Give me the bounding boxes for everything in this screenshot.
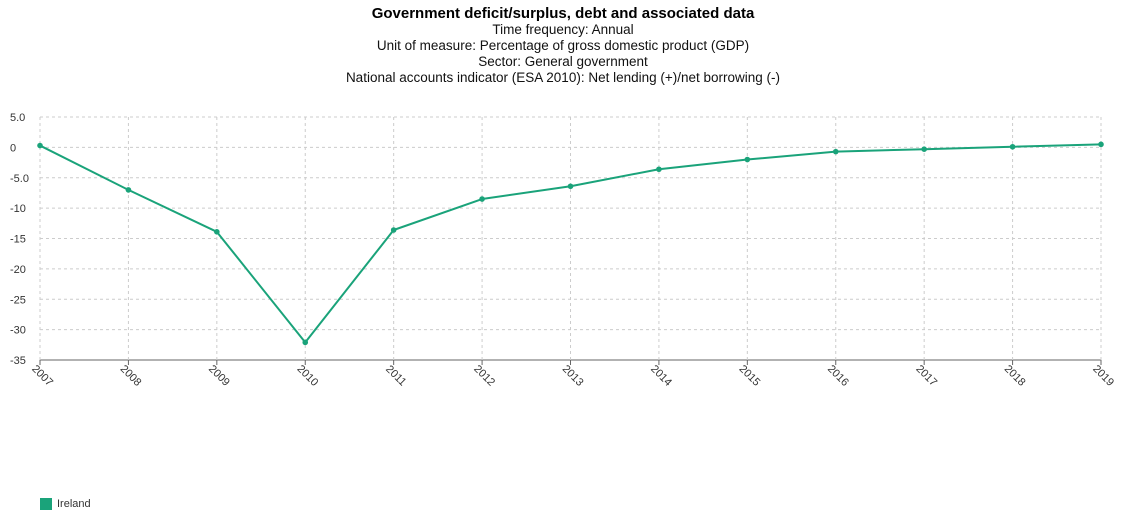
legend-swatch-ireland [40,498,52,510]
unit-of-measure-line: Unit of measure: Percentage of gross dom… [376,38,750,53]
data-point [214,229,220,235]
x-tick-label: 2017 [913,363,939,389]
x-tick-label: 2007 [29,363,55,389]
x-tick-label: 2009 [206,363,232,389]
x-tick-label: 2013 [560,363,586,389]
data-point [832,148,839,155]
chart-legend[interactable]: Ireland [40,498,91,510]
x-tick-label: 2008 [118,363,144,389]
y-tick-label: -20 [10,264,26,276]
data-point [567,183,574,190]
x-tick-label: 2014 [648,363,674,389]
y-tick-label: -25 [10,294,26,306]
chart-header: Government deficit/surplus, debt and ass… [0,0,1126,86]
y-tick-label: -35 [10,355,26,367]
data-point [1009,143,1016,150]
data-point [744,156,751,163]
x-tick-label: 2012 [471,363,497,389]
data-point [479,196,485,202]
data-point [302,339,309,346]
x-tick-label: 2016 [825,363,851,389]
sector-line: Sector: General government [478,54,648,69]
x-tick-label: 2015 [737,363,763,389]
x-tick-label: 2018 [1002,363,1028,389]
data-point [921,146,927,152]
x-tick-label: 2019 [1090,363,1116,389]
data-point [656,166,662,173]
y-tick-label: -5.0 [10,173,29,185]
data-point [37,142,43,149]
y-tick-label: -15 [10,234,26,246]
y-tick-label: -10 [10,203,26,215]
chart-title: Government deficit/surplus, debt and ass… [371,5,755,22]
time-frequency-line: Time frequency: Annual [492,22,634,37]
y-tick-label: 0 [10,142,16,154]
indicator-line: National accounts indicator (ESA 2010): … [345,70,781,85]
legend-label-ireland: Ireland [57,498,91,510]
data-point [1098,141,1104,148]
data-point [390,227,397,233]
data-point [125,187,132,193]
y-tick-label: 5.0 [10,112,25,124]
x-tick-label: 2010 [294,363,320,389]
y-tick-label: -30 [10,325,26,337]
x-tick-label: 2011 [383,363,408,388]
